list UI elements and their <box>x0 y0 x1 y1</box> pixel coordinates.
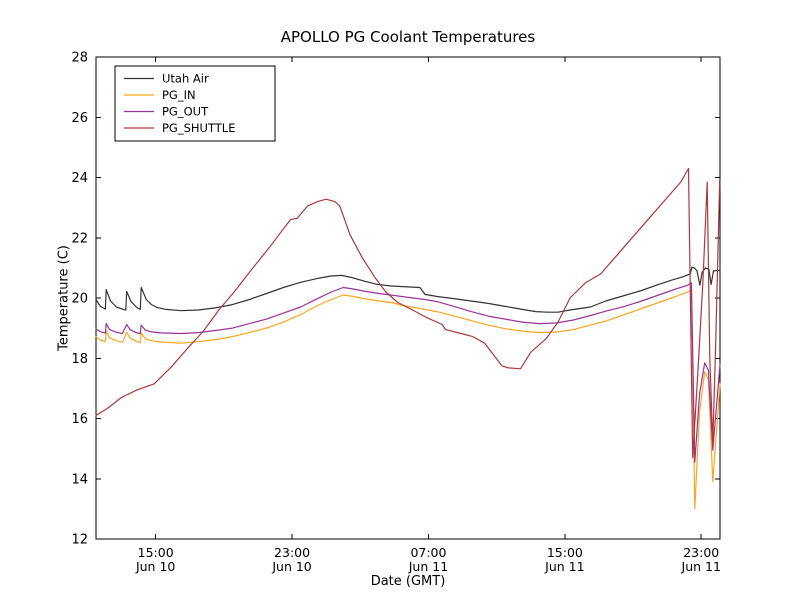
tick-label: 23:00 <box>683 545 719 560</box>
tick-label: 14 <box>71 472 88 487</box>
legend-label: Utah Air <box>162 72 209 86</box>
tick-label: Jun 11 <box>544 559 584 574</box>
legend-entry: PG_OUT <box>124 105 209 119</box>
series-utah-air <box>95 266 721 313</box>
tick-label: 15:00 <box>138 545 174 560</box>
tick-label: 26 <box>71 111 88 126</box>
legend-entry: PG_IN <box>124 88 196 102</box>
tick-label: 12 <box>71 533 88 548</box>
tick-label: Jun 10 <box>271 559 311 574</box>
tick-label: 22 <box>71 231 88 246</box>
tick-label: Jun 10 <box>135 559 175 574</box>
y-axis-label: Temperature (C) <box>56 245 72 351</box>
axis-ticks <box>96 56 720 540</box>
legend-label: PG_OUT <box>162 105 209 119</box>
tick-label: Jun 11 <box>681 559 721 574</box>
tick-label: 24 <box>71 171 88 186</box>
tick-label: 20 <box>71 292 88 307</box>
legend: Utah Air PG_IN PG_OUT PG_SHUTTLE <box>114 65 276 142</box>
tick-label: 18 <box>71 352 88 367</box>
legend-label: PG_SHUTTLE <box>162 121 235 135</box>
series-pg-shuttle <box>95 167 721 459</box>
legend-entry: Utah Air <box>124 72 209 86</box>
series-pg-in <box>95 289 721 510</box>
tick-label: Jun 11 <box>408 559 448 574</box>
x-axis-label: Date (GMT) <box>370 574 446 589</box>
tick-label: 16 <box>71 412 88 427</box>
tick-label: 28 <box>71 51 88 66</box>
legend-entry: PG_SHUTTLE <box>124 121 235 135</box>
tick-label: 07:00 <box>410 545 446 560</box>
tick-label: 15:00 <box>547 545 583 560</box>
legend-label: PG_IN <box>162 88 196 102</box>
chart-title: APOLLO PG Coolant Temperatures <box>280 28 536 46</box>
tick-label: 23:00 <box>274 545 310 560</box>
series-pg-out <box>95 282 721 463</box>
